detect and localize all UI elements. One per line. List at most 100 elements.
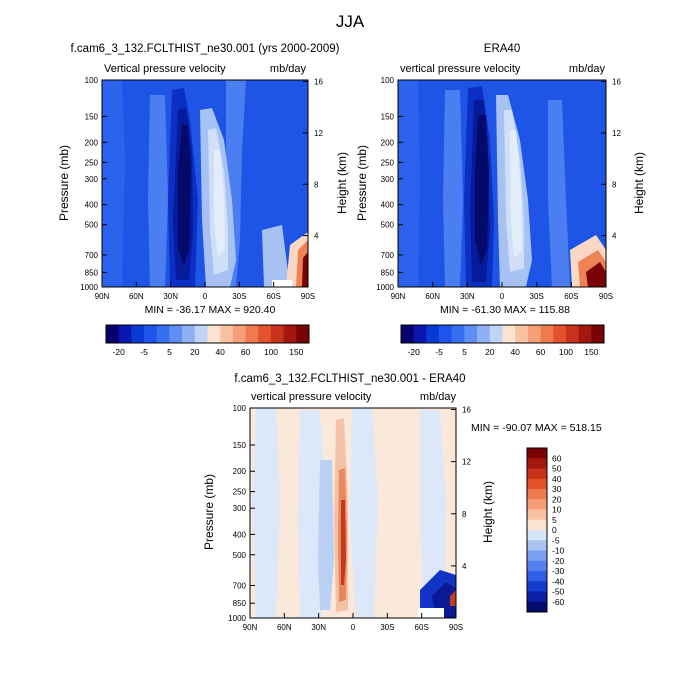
colorbar-label: 10 [552, 505, 562, 515]
field-band-blue-5 [318, 460, 334, 610]
colorbar-label: -60 [552, 597, 565, 607]
field-missing [418, 608, 444, 618]
colorbar-label: 20 [552, 494, 562, 504]
y-tick-label: 500 [381, 221, 395, 230]
field-band-blue-4 [420, 410, 446, 618]
y-tick-label: 250 [233, 488, 247, 497]
y-right-tick-label: 4 [314, 232, 319, 241]
colorbar-label: 40 [215, 347, 225, 357]
y-right-tick-label: 16 [314, 78, 323, 87]
panel-model-units: mb/day [270, 63, 307, 75]
panel-era40-contours [398, 80, 606, 287]
field-band-blue-1 [252, 408, 280, 618]
colorbar-box [565, 325, 579, 343]
colorbar-box [527, 560, 547, 572]
colorbar-label: -5 [552, 535, 560, 545]
x-tick-label: 30S [380, 623, 394, 632]
colorbar-box [194, 325, 208, 343]
colorbar-box [220, 325, 234, 343]
x-tick-label: 60S [267, 292, 281, 301]
y-tick-label: 700 [85, 251, 99, 260]
colorbar-label: 60 [552, 453, 562, 463]
colorbar-box [527, 468, 547, 480]
colorbar-box [258, 325, 272, 343]
colorbar-label: 150 [584, 347, 598, 357]
panel-diff-contours [250, 408, 456, 618]
y-right-tick-label: 16 [612, 78, 621, 87]
field-band-nh-polar [102, 80, 125, 287]
y-tick-label: 850 [381, 268, 395, 277]
y-tick-label: 1000 [228, 614, 246, 623]
y-tick-label: 1000 [80, 283, 98, 292]
panel-era40-title: ERA40 [484, 43, 520, 55]
colorbar-box [515, 325, 529, 343]
y-tick-label: 100 [85, 76, 99, 85]
field-antarctic-max [586, 262, 606, 287]
colorbar-box [477, 325, 491, 343]
colorbar-label: 100 [559, 347, 573, 357]
panel-diff-ylabel-right: Height (km) [481, 481, 495, 543]
colorbar-box [527, 581, 547, 592]
colorbar-label: 60 [536, 347, 546, 357]
colorbar-label: 5 [552, 515, 557, 525]
colorbar-box [540, 325, 554, 343]
panel-diff-stats: MIN = -90.07 MAX = 518.15 [471, 422, 602, 434]
panel-model-stats: MIN = -36.17 MAX = 920.40 [145, 304, 276, 316]
colorbar-box [413, 325, 427, 343]
field-warm-core [341, 500, 346, 585]
panel-diff-variable: vertical pressure velocity [251, 391, 372, 403]
colorbar-box [527, 530, 547, 541]
colorbar-box [489, 325, 503, 343]
x-tick-label: 90S [301, 292, 315, 301]
field-band-south-light [548, 100, 570, 287]
colorbar-box [527, 325, 541, 343]
colorbar-box [527, 448, 547, 459]
colorbar-box [401, 325, 414, 343]
y-tick-label: 400 [381, 201, 395, 210]
y-tick-label: 850 [85, 268, 99, 277]
y-tick-label: 150 [381, 112, 395, 121]
x-tick-label: 30S [232, 292, 246, 301]
colorbar-box [527, 489, 547, 500]
y-tick-label: 700 [233, 581, 247, 590]
colorbar-box [245, 325, 259, 343]
x-tick-label: 90N [391, 292, 406, 301]
y-tick-label: 200 [233, 467, 247, 476]
colorbar-label: 60 [241, 347, 251, 357]
y-tick-label: 150 [233, 441, 247, 450]
colorbar-top-left: -20 -5 5 20 40 60 100 150 [105, 324, 310, 357]
panel-era40-stats: MIN = -61.30 MAX = 115.88 [440, 304, 570, 316]
colorbar-label: 30 [552, 484, 562, 494]
colorbar-box [527, 571, 547, 582]
x-tick-label: 60N [277, 623, 292, 632]
y-tick-label: 850 [233, 599, 247, 608]
panel-model-variable: Vertical pressure velocity [104, 63, 226, 75]
colorbar-label: -20 [113, 347, 126, 357]
field-band-blue-3 [350, 408, 378, 618]
colorbar-label: -30 [552, 566, 565, 576]
colorbar-box [283, 325, 297, 343]
colorbar-box [527, 519, 547, 531]
colorbar-label: -40 [552, 576, 565, 586]
panel-diff: f.cam6_3_132.FCLTHIST_ne30.001 - ERA40 v… [202, 373, 602, 632]
field-band-nh-weak [443, 90, 463, 287]
y-right-tick-label: 12 [462, 458, 471, 467]
y-tick-label: 400 [233, 530, 247, 539]
colorbar-box [118, 325, 132, 343]
x-tick-label: 60N [129, 292, 144, 301]
colorbar-box [131, 325, 145, 343]
y-right-tick-label: 8 [612, 180, 617, 189]
colorbar-label: 40 [510, 347, 520, 357]
panel-diff-units: mb/day [420, 391, 457, 403]
colorbar-box [553, 325, 567, 343]
field-ascent-core [178, 125, 191, 265]
colorbar-frame [105, 324, 310, 344]
y-tick-label: 150 [85, 112, 99, 121]
panel-era40-ylabel-right: Height (km) [632, 152, 646, 214]
field-antarctic-max [302, 252, 308, 287]
figure-title: JJA [336, 12, 365, 31]
colorbar-box [182, 325, 196, 343]
y-right-tick-label: 16 [462, 406, 471, 415]
panel-era40: ERA40 vertical pressure velocity mb/day … [355, 43, 646, 316]
